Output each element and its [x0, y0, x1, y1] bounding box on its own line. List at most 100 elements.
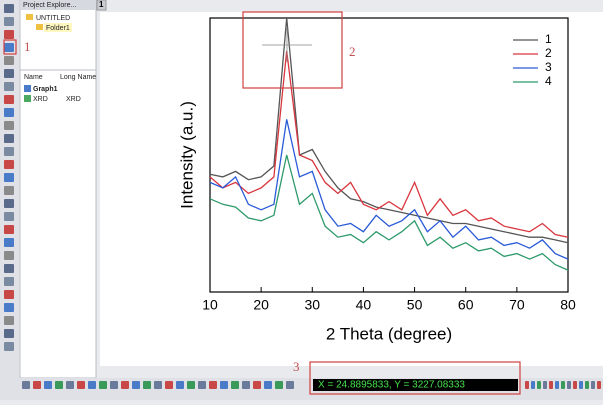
tool-button[interactable]: [549, 381, 553, 389]
folder-highlight: [44, 23, 72, 32]
tool-button[interactable]: [143, 381, 151, 389]
tool-buttons: [4, 4, 14, 351]
tool-button[interactable]: [198, 381, 206, 389]
tool-button[interactable]: [525, 381, 529, 389]
series-line: [209, 17, 569, 244]
tool-button[interactable]: [4, 290, 14, 299]
tool-button[interactable]: [4, 199, 14, 208]
tool-button[interactable]: [286, 381, 294, 389]
tool-button[interactable]: [4, 264, 14, 273]
tool-button[interactable]: [165, 381, 173, 389]
project-explorer: [19, 0, 97, 379]
tool-button[interactable]: [585, 381, 589, 389]
tool-button[interactable]: [561, 381, 565, 389]
tab-label[interactable]: 1: [99, 0, 104, 9]
item-name[interactable]: XRD: [33, 96, 48, 103]
tool-button[interactable]: [579, 381, 583, 389]
tool-button[interactable]: [4, 316, 14, 325]
tool-button[interactable]: [4, 160, 14, 169]
bottom-tools: [22, 381, 601, 389]
tool-button[interactable]: [591, 381, 595, 389]
highlight-box: [309, 361, 521, 395]
tool-button[interactable]: [110, 381, 118, 389]
tool-button[interactable]: [209, 381, 217, 389]
plot-frame: [209, 17, 569, 293]
x-tick-label: 50: [407, 297, 423, 313]
item-name[interactable]: Graph1: [33, 86, 58, 93]
tool-button[interactable]: [567, 381, 571, 389]
folder-icon: [26, 14, 33, 20]
tool-button[interactable]: [264, 381, 272, 389]
tool-button[interactable]: [4, 186, 14, 195]
tool-button[interactable]: [4, 56, 14, 65]
annotation: 1: [24, 39, 31, 54]
tool-button[interactable]: [4, 238, 14, 247]
chart: 10 20 30 40 50 60 70 80 2 Theta (degree) Intensit…: [177, 17, 576, 343]
item-long-name: XRD: [66, 96, 81, 103]
tool-button[interactable]: [555, 381, 559, 389]
tool-button[interactable]: [121, 381, 129, 389]
tool-button[interactable]: [88, 381, 96, 389]
tool-button[interactable]: [33, 381, 41, 389]
tool-button[interactable]: [242, 381, 250, 389]
tool-button[interactable]: [4, 251, 14, 260]
legend-label: 1: [545, 32, 552, 46]
tool-button[interactable]: [4, 342, 14, 351]
tool-button[interactable]: [187, 381, 195, 389]
tool-button[interactable]: [4, 173, 14, 182]
tool-button[interactable]: [4, 134, 14, 143]
tool-button[interactable]: [132, 381, 140, 389]
tool-button[interactable]: [573, 381, 577, 389]
folder-icon: [36, 24, 43, 30]
explorer-title: Project Explore...: [23, 2, 76, 9]
annotation: 2: [349, 44, 356, 59]
tool-button[interactable]: [4, 121, 14, 130]
tool-button[interactable]: [44, 381, 52, 389]
graph-page: [100, 12, 603, 366]
root-folder[interactable]: UNTITLED: [36, 15, 70, 22]
tool-button[interactable]: [4, 17, 14, 26]
tool-button[interactable]: [220, 381, 228, 389]
tool-button[interactable]: [4, 43, 14, 52]
tool-button[interactable]: [4, 225, 14, 234]
tool-button[interactable]: [22, 381, 30, 389]
tool-button[interactable]: [4, 303, 14, 312]
tool-button[interactable]: [66, 381, 74, 389]
tool-button[interactable]: [77, 381, 85, 389]
tool-button[interactable]: [176, 381, 184, 389]
annotation: 3: [293, 359, 300, 374]
tool-button[interactable]: [154, 381, 162, 389]
status-coords: X = 24.8895833, Y = 3227.08333: [318, 380, 465, 391]
tool-button[interactable]: [4, 147, 14, 156]
folder[interactable]: Folder1: [46, 25, 70, 32]
tool-button[interactable]: [4, 30, 14, 39]
x-tick-label: 10: [202, 297, 218, 313]
status-box: [313, 379, 518, 391]
tool-button[interactable]: [4, 4, 14, 13]
x-axis-title: 2 Theta (degree): [326, 324, 452, 343]
tool-button[interactable]: [597, 381, 601, 389]
explorer-header: [20, 0, 96, 10]
tool-button[interactable]: [231, 381, 239, 389]
window-tab[interactable]: [96, 0, 107, 11]
x-tick-label: 60: [458, 297, 474, 313]
tool-button[interactable]: [55, 381, 63, 389]
tool-button[interactable]: [4, 212, 14, 221]
series-line: [209, 119, 569, 260]
tool-button[interactable]: [4, 82, 14, 91]
tool-button[interactable]: [537, 381, 541, 389]
column-header: Name: [24, 74, 43, 81]
legend-label: 4: [545, 74, 552, 88]
tool-button[interactable]: [253, 381, 261, 389]
highlight-box: [242, 11, 343, 89]
tool-button[interactable]: [99, 381, 107, 389]
tool-button[interactable]: [4, 95, 14, 104]
tool-button[interactable]: [4, 69, 14, 78]
tool-button[interactable]: [4, 277, 14, 286]
tool-button[interactable]: [4, 108, 14, 117]
tool-button[interactable]: [275, 381, 283, 389]
tool-button[interactable]: [531, 381, 535, 389]
tool-button[interactable]: [4, 329, 14, 338]
y-axis-title: Intensity (a.u.): [177, 101, 196, 209]
tool-button[interactable]: [543, 381, 547, 389]
